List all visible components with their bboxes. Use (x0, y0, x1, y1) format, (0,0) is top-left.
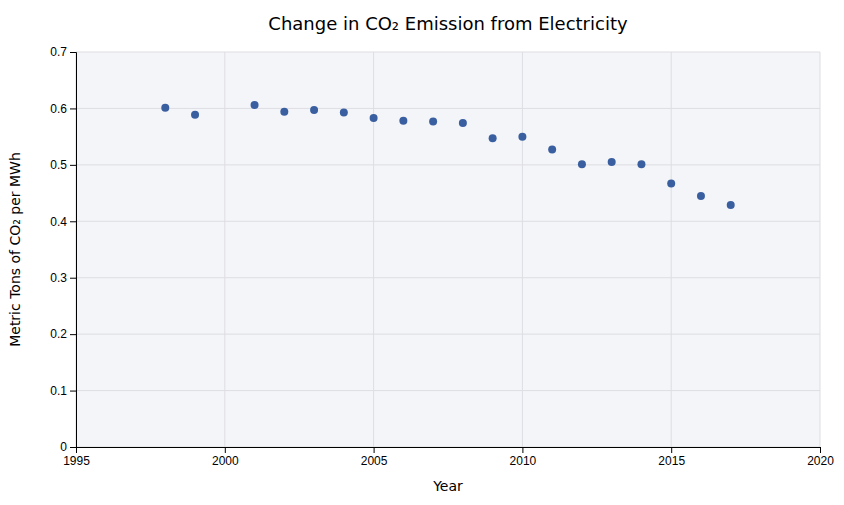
point (637, 160, 645, 168)
point (370, 114, 378, 122)
tick: 2010 (510, 447, 537, 468)
tick-label: 2010 (510, 454, 537, 468)
tick-label: 2000 (212, 454, 239, 468)
grid-line-x (522, 52, 523, 447)
tick: 2005 (361, 447, 388, 468)
point (608, 158, 616, 166)
tick-label: 0.7 (50, 45, 67, 59)
tick-label: 0.6 (50, 102, 67, 116)
grid-line-y (76, 108, 820, 109)
point (518, 133, 526, 141)
point (548, 146, 556, 154)
chart: 1995 2000 2005 2010 2015 2020 0 0.1 0.2 0.3 0.4 0.5… (0, 0, 844, 505)
tick-mark (522, 447, 523, 453)
y-axis: 0 0.1 0.2 0.3 0.4 0.5 0.6 0.7 (50, 45, 76, 454)
tick: 0.6 (50, 102, 76, 116)
tick-mark (225, 447, 226, 453)
point (697, 192, 705, 200)
point (727, 201, 735, 209)
tick-label: 2015 (658, 454, 685, 468)
tick: 0.1 (50, 384, 76, 398)
point (340, 108, 348, 116)
tick-label: 0.5 (50, 158, 67, 172)
x-axis-title: Year (432, 478, 463, 494)
tick-mark (70, 278, 76, 279)
tick-label: 0.3 (50, 271, 67, 285)
grid-line-y (76, 334, 820, 335)
point (459, 119, 467, 127)
axis-line (70, 53, 77, 448)
tick: 0.4 (50, 215, 76, 229)
point (280, 108, 288, 116)
tick: 2000 (212, 447, 239, 468)
tick-mark (70, 447, 76, 448)
title: Change in CO₂ Emission from Electricity (268, 13, 628, 34)
tick: 2020 (807, 447, 834, 468)
grid-line-y (76, 277, 820, 278)
point (191, 111, 199, 119)
plot: 1995 2000 2005 2010 2015 2020 0 0.1 0.2 0.3 0.4 0.5… (50, 45, 834, 467)
grid-line-x (224, 52, 225, 447)
grid-line-y (76, 164, 820, 165)
tick-label: 2020 (807, 454, 834, 468)
grid-line-y (76, 390, 820, 391)
tick: 1995 (63, 447, 90, 468)
x-axis: 1995 2000 2005 2010 2015 2020 (63, 447, 834, 468)
tick-label: 1995 (63, 454, 90, 468)
tick-mark (820, 447, 821, 453)
tick: 0.7 (50, 45, 76, 59)
tick-mark (671, 447, 672, 453)
point (489, 134, 497, 142)
point (310, 106, 318, 114)
point (578, 160, 586, 168)
grid-line-x (671, 52, 672, 447)
tick: 0.2 (50, 327, 76, 341)
points (161, 101, 734, 209)
tick-label: 0.2 (50, 327, 67, 341)
point (399, 117, 407, 125)
tick-mark (70, 391, 76, 392)
grid-line-y (76, 52, 820, 53)
tick: 0.5 (50, 158, 76, 172)
grid-line-x (373, 52, 374, 447)
grid-line-y (76, 221, 820, 222)
axis-line (77, 448, 821, 454)
tick: 2015 (658, 447, 685, 468)
tick-mark (70, 221, 76, 222)
grid-line-x (820, 52, 821, 447)
tick-mark (70, 108, 76, 109)
tick-mark (70, 52, 76, 53)
plot-background (76, 52, 820, 447)
point (251, 101, 259, 109)
grid (76, 52, 820, 447)
tick-label: 0.1 (50, 384, 67, 398)
point (667, 179, 675, 187)
point (161, 104, 169, 112)
tick-label: 2005 (361, 454, 388, 468)
point (429, 117, 437, 125)
tick: 0 (60, 440, 76, 454)
tick: 0.3 (50, 271, 76, 285)
tick-label: 0.4 (50, 215, 67, 229)
tick-mark (70, 165, 76, 166)
tick-label: 0 (60, 440, 67, 454)
y-axis-title: Metric Tons of CO₂ per MWh (7, 152, 23, 347)
tick-mark (70, 334, 76, 335)
tick-mark (374, 447, 375, 453)
